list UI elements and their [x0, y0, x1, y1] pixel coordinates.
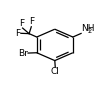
- Text: F: F: [15, 29, 20, 38]
- Text: NH: NH: [81, 24, 95, 33]
- Text: F: F: [20, 19, 25, 28]
- Text: Br: Br: [18, 49, 28, 58]
- Text: Cl: Cl: [51, 67, 60, 76]
- Text: 2: 2: [87, 28, 91, 34]
- Text: F: F: [29, 17, 34, 26]
